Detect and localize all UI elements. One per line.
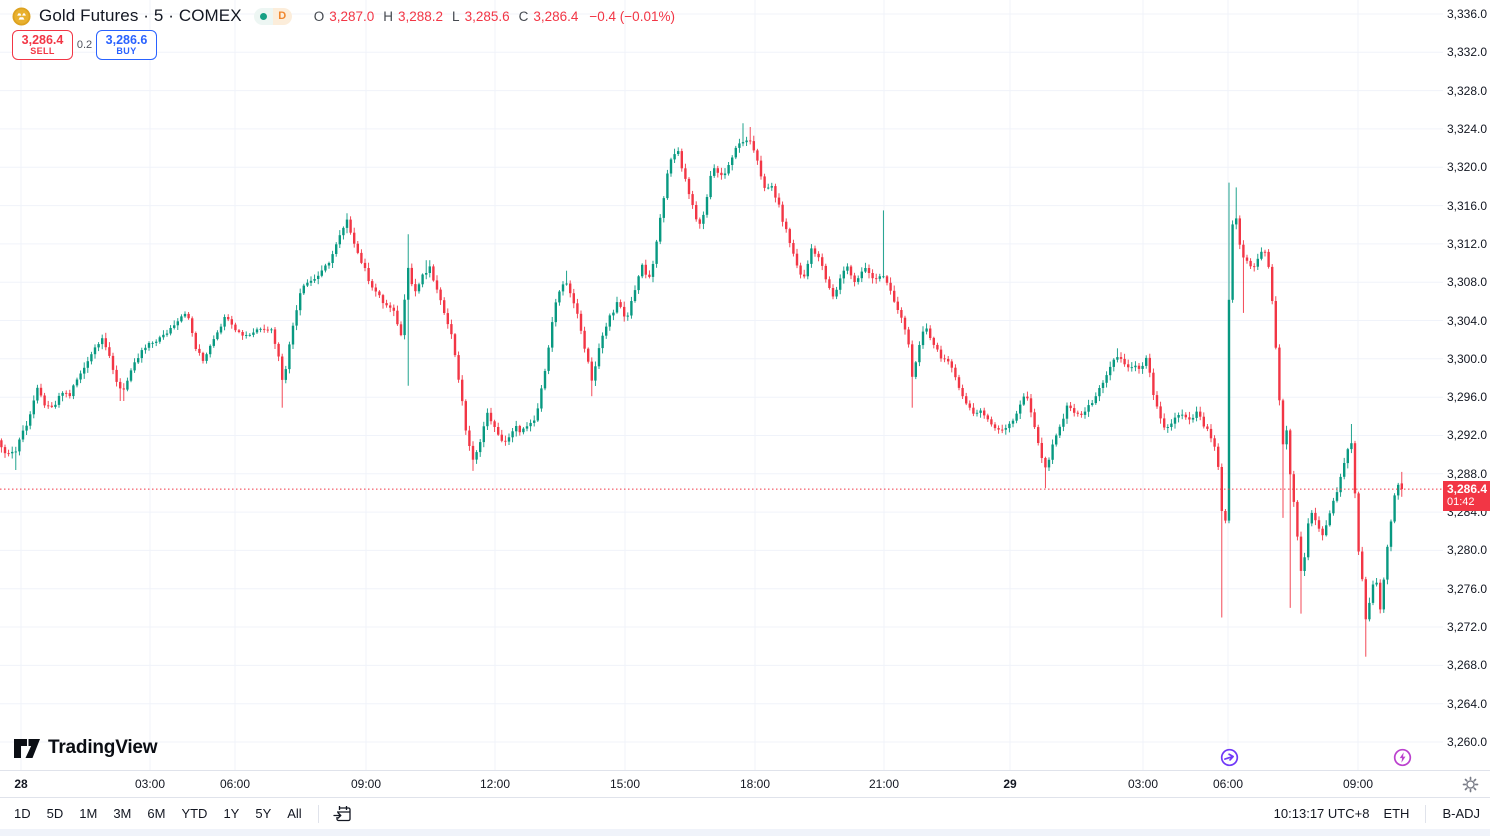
bottom-toolbar: 1D 5D 1M 3M 6M YTD 1Y 5Y All 10:13:17 UTC+8 ETH … [0,797,1490,829]
price-axis-label: 3,320.0 [1447,160,1488,175]
range-button-1m[interactable]: 1M [71,802,105,825]
range-switcher: 1D 5D 1M 3M 6M YTD 1Y 5Y All [6,802,310,825]
buy-price: 3,286.6 [105,32,148,47]
price-axis-label: 3,324.0 [1447,121,1488,136]
price-axis-label: 3,276.0 [1447,581,1488,596]
symbol-header: Gold Futures · 5 · COMEX D O 3,287.0 H 3… [12,5,675,27]
range-button-1d[interactable]: 1D [6,802,39,825]
close-value: 3,286.4 [533,8,579,24]
tradingview-watermark[interactable]: TradingView [13,737,158,759]
sell-button[interactable]: 3,286.4 SELL [12,30,73,60]
price-axis-label: 3,328.0 [1447,83,1488,98]
gold-coin-icon [12,7,31,25]
axis-settings-gear-icon[interactable] [1462,776,1479,793]
price-axis-label: 3,288.0 [1447,466,1488,481]
current-price-value: 3,286.4 [1447,482,1488,497]
chart-canvas[interactable]: Gold Futures · 5 · COMEX D O 3,287.0 H 3… [0,0,1443,770]
buy-button[interactable]: 3,286.6 BUY [96,30,157,60]
candle-wicks-down [0,127,1403,657]
session-eth-button[interactable]: ETH [1383,806,1410,821]
range-button-6m[interactable]: 6M [139,802,173,825]
symbol-title[interactable]: Gold Futures · 5 · COMEX [39,6,242,25]
price-axis-label: 3,296.0 [1447,390,1488,405]
tradingview-brand-text: TradingView [48,737,158,758]
range-button-all[interactable]: All [279,802,309,825]
high-label: H [383,8,393,24]
current-price-tag: 3,286.4 01:42 [1443,481,1490,512]
time-axis-label: 06:00 [1212,777,1244,791]
time-axis-label: 15:00 [609,777,641,791]
price-axis-label: 3,264.0 [1447,696,1488,711]
price-axis[interactable]: 3,286.4 01:42 3,336.0 3,332.0 3,328.0 3,324… [1443,0,1490,770]
trade-widget: 3,286.4 SELL 0.2 3,286.6 BUY [12,30,157,60]
interval-badge: D [272,7,292,25]
bottom-strip [0,829,1490,836]
candle-wicks-up [11,123,1399,622]
price-axis-label: 3,312.0 [1447,236,1488,251]
high-value: 3,288.2 [398,8,444,24]
low-value: 3,285.6 [464,8,510,24]
price-axis-label: 3,308.0 [1447,275,1488,290]
candlestick-chart[interactable] [0,0,1443,770]
range-button-ytd[interactable]: YTD [173,802,215,825]
toolbar-right-divider [1425,804,1427,823]
open-label: O [313,8,325,24]
price-axis-label: 3,280.0 [1447,543,1488,558]
range-button-5y[interactable]: 5Y [247,802,279,825]
session-open-icon[interactable] [1220,748,1239,772]
grid-lines [0,0,1443,770]
spread-value: 0.2 [76,39,93,51]
price-axis-label: 3,272.0 [1447,620,1488,635]
low-label: L [452,8,460,24]
range-button-3m[interactable]: 3M [105,802,139,825]
price-axis-label: 3,336.0 [1447,7,1488,21]
sell-label: SELL [30,45,55,56]
buy-label: BUY [116,45,137,56]
open-value: 3,287.0 [329,8,375,24]
tradingview-logo-icon [14,738,40,758]
price-axis-label: 3,268.0 [1447,658,1488,673]
session-flash-icon[interactable] [1393,748,1412,772]
ohlc-readout: O 3,287.0 H 3,288.2 L 3,285.6 C 3,286.4 … [314,9,675,24]
time-axis-date-label: 28 [14,777,28,791]
time-axis-label: 03:00 [134,777,166,791]
price-axis-label: 3,300.0 [1447,351,1488,366]
time-axis-label: 06:00 [219,777,251,791]
market-open-dot-icon [253,7,273,25]
candle-countdown: 01:42 [1447,496,1475,509]
range-button-1y[interactable]: 1Y [215,802,247,825]
price-axis-label: 3,292.0 [1447,428,1488,443]
calendar-arrow-icon [333,806,351,822]
time-axis-label: 03:00 [1127,777,1159,791]
toolbar-right-cluster: 10:13:17 UTC+8 ETH B-ADJ [1273,804,1480,823]
range-button-5d[interactable]: 5D [39,802,72,825]
time-axis-label: 09:00 [350,777,382,791]
clock-display[interactable]: 10:13:17 UTC+8 [1273,806,1370,821]
sell-price: 3,286.4 [21,32,64,47]
time-axis-date-label: 29 [1003,777,1017,791]
time-axis-label: 09:00 [1342,777,1374,791]
time-axis-label: 12:00 [479,777,511,791]
candle-bodies-up [11,140,1400,620]
candle-bodies-down [0,140,1403,620]
adjustment-badj-button[interactable]: B-ADJ [1442,806,1480,821]
change-value: −0.4 (−0.01%) [589,8,675,24]
price-axis-label: 3,260.0 [1447,734,1488,749]
toolbar-divider [317,804,319,823]
goto-date-button[interactable] [327,802,358,825]
market-status-badge[interactable]: D [253,7,292,25]
price-axis-label: 3,316.0 [1447,198,1488,213]
price-axis-label: 3,304.0 [1447,313,1488,328]
time-axis-label: 18:00 [739,777,771,791]
close-label: C [518,8,529,24]
price-axis-label: 3,332.0 [1447,45,1488,60]
time-axis-label: 21:00 [868,777,900,791]
time-axis[interactable]: 28 03:00 06:00 09:00 12:00 15:00 18:00 21:00 29 0… [0,770,1490,797]
